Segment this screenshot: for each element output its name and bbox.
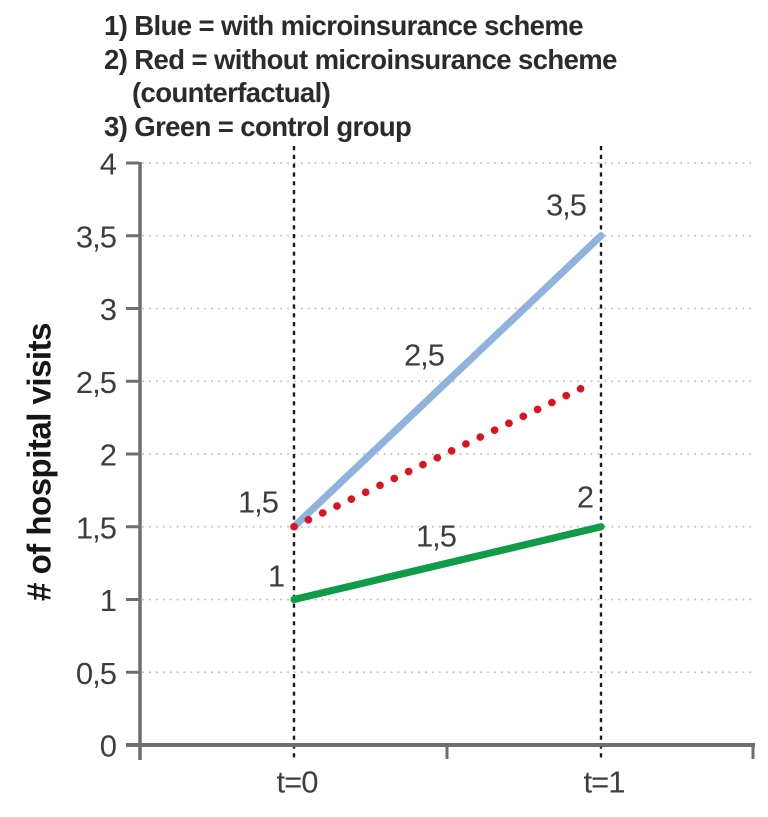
data-label: 2: [577, 480, 593, 515]
data-label: 1,5: [416, 519, 456, 554]
y-tick-label: 3: [100, 292, 116, 327]
legend-line-green: 3) Green = control group: [104, 110, 412, 142]
data-label: 1,5: [238, 485, 278, 520]
legend-line-blue: 1) Blue = with microinsurance scheme: [104, 10, 584, 41]
data-label: 2,5: [404, 338, 444, 373]
x-tick-label: t=1: [584, 765, 625, 800]
blue-series-line: [290, 232, 605, 531]
y-axis-title: # of hospital visits: [21, 323, 58, 601]
y-tick-label: 0: [100, 729, 117, 764]
data-label: 3,5: [546, 188, 586, 223]
red-series-line: [290, 384, 585, 531]
y-tick-label: 0,5: [76, 656, 116, 691]
y-tick-label: 1: [100, 583, 116, 618]
y-tick-label: 3,5: [76, 219, 116, 254]
x-tick-label: t=0: [277, 765, 319, 800]
legend-line-red-wrap: (counterfactual): [132, 77, 331, 108]
y-tick-label: 2,5: [76, 365, 116, 400]
data-label: 1: [268, 559, 284, 594]
green-series-line: [290, 523, 605, 604]
legend: 1) Blue = with microinsurance scheme 2) …: [104, 9, 764, 143]
y-tick-label: 2: [100, 438, 116, 473]
legend-line-red: 2) Red = without microinsurance scheme: [104, 43, 617, 75]
y-tick-label: 4: [100, 147, 117, 182]
y-tick-label: 1,5: [76, 510, 116, 545]
